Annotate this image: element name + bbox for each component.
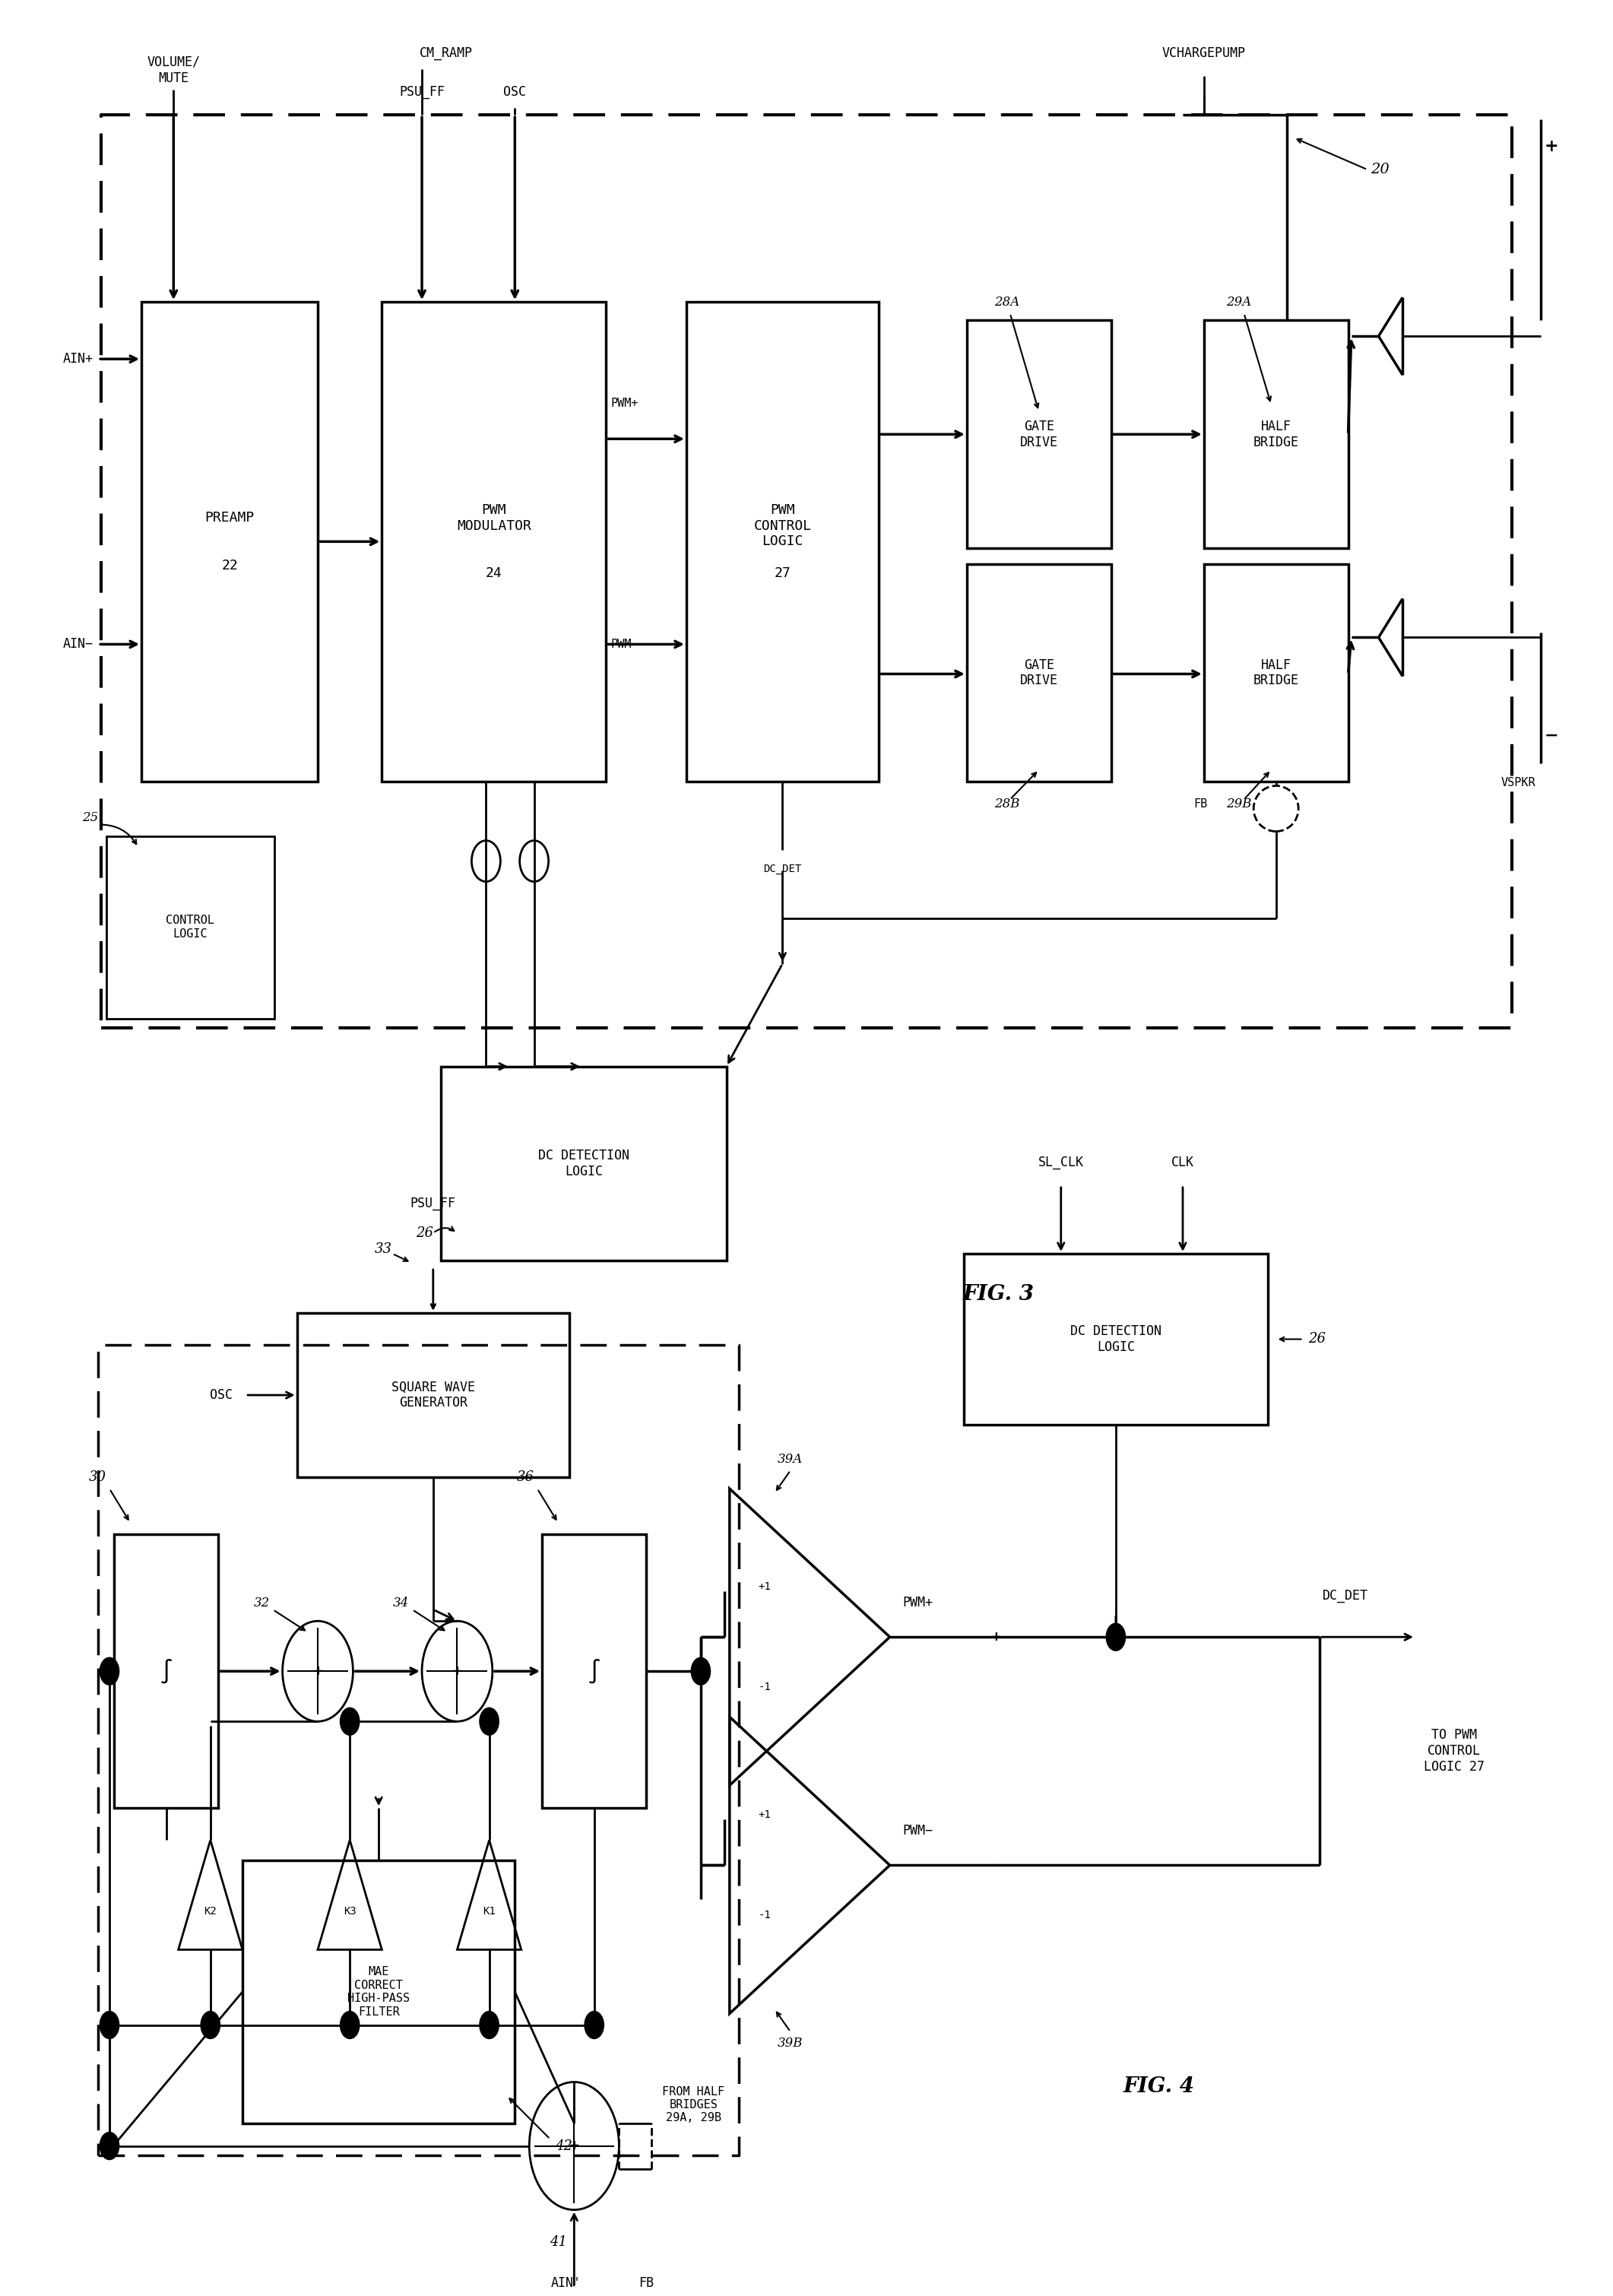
Bar: [242, 1860, 515, 2124]
Bar: [382, 303, 606, 781]
Circle shape: [100, 2133, 119, 2161]
Text: HALF
BRIDGE: HALF BRIDGE: [1253, 659, 1298, 687]
Bar: [440, 1065, 726, 1261]
Text: K3: K3: [344, 1906, 356, 1917]
Text: 39B: 39B: [777, 2037, 803, 2050]
Bar: [542, 1534, 647, 1809]
Bar: [1203, 319, 1348, 549]
Circle shape: [100, 2011, 119, 2039]
Text: +1: +1: [758, 1582, 771, 1591]
Text: 39A: 39A: [777, 1453, 803, 1465]
Text: AIN−: AIN−: [63, 638, 94, 652]
Text: SL_CLK: SL_CLK: [1039, 1155, 1084, 1169]
Text: +: +: [1545, 138, 1558, 156]
Text: 41: 41: [550, 2234, 566, 2248]
Text: GATE
DRIVE: GATE DRIVE: [1019, 420, 1058, 450]
Bar: [686, 303, 879, 781]
Text: CM_RAMP: CM_RAMP: [419, 46, 473, 60]
Text: −: −: [1545, 728, 1558, 744]
Text: SQUARE WAVE
GENERATOR: SQUARE WAVE GENERATOR: [392, 1380, 474, 1410]
Text: FIG. 3: FIG. 3: [963, 1283, 1034, 1304]
Text: OSC: OSC: [503, 85, 526, 99]
Text: 34: 34: [394, 1596, 410, 1609]
Bar: [106, 836, 274, 1019]
Text: VCHARGEPUMP: VCHARGEPUMP: [1161, 46, 1245, 60]
Text: K1: K1: [482, 1906, 495, 1917]
Text: 25: 25: [82, 810, 98, 824]
Text: TO PWM
CONTROL
LOGIC 27: TO PWM CONTROL LOGIC 27: [1423, 1729, 1484, 1775]
Text: VSPKR: VSPKR: [1502, 776, 1536, 788]
Text: PWM−: PWM−: [611, 638, 639, 650]
Circle shape: [479, 2011, 498, 2039]
Text: ∫: ∫: [587, 1658, 602, 1683]
Text: +: +: [453, 1665, 461, 1678]
Circle shape: [690, 1658, 710, 1685]
Text: PWM−: PWM−: [903, 1823, 932, 1837]
Text: 42: 42: [555, 2140, 573, 2154]
Text: ∫: ∫: [160, 1658, 173, 1683]
Text: PWM+: PWM+: [611, 397, 639, 409]
Text: 29B: 29B: [1226, 797, 1252, 810]
Circle shape: [340, 2011, 360, 2039]
Text: PWM
CONTROL
LOGIC

27: PWM CONTROL LOGIC 27: [753, 503, 811, 581]
Text: VOLUME/
MUTE: VOLUME/ MUTE: [147, 55, 200, 85]
Text: 20: 20: [1371, 163, 1389, 177]
Text: +: +: [313, 1665, 323, 1678]
Bar: [963, 1254, 1268, 1426]
Text: 32: 32: [253, 1596, 269, 1609]
Text: FROM HALF
BRIDGES
29A, 29B: FROM HALF BRIDGES 29A, 29B: [663, 2085, 724, 2124]
Circle shape: [200, 2011, 219, 2039]
Text: 26: 26: [1308, 1332, 1326, 1345]
Bar: [142, 303, 318, 781]
Text: PWM
MODULATOR


24: PWM MODULATOR 24: [456, 503, 531, 581]
Text: CONTROL
LOGIC: CONTROL LOGIC: [166, 914, 215, 939]
Text: K2: K2: [203, 1906, 216, 1917]
Text: FIG. 4: FIG. 4: [1123, 2076, 1195, 2096]
Text: FB: FB: [639, 2275, 653, 2289]
Text: +: +: [990, 1630, 1000, 1644]
Circle shape: [100, 1658, 119, 1685]
Text: AIN+: AIN+: [63, 351, 94, 365]
Text: −: −: [990, 1857, 1000, 1874]
Text: 28B: 28B: [994, 797, 1019, 810]
Circle shape: [584, 2011, 603, 2039]
Text: OSC: OSC: [210, 1389, 232, 1403]
Bar: [297, 1313, 569, 1476]
Text: CLK: CLK: [1171, 1155, 1194, 1169]
Text: GATE
DRIVE: GATE DRIVE: [1019, 659, 1058, 687]
Bar: [966, 565, 1111, 781]
Text: +1: +1: [758, 1809, 771, 1821]
Text: PSU_FF: PSU_FF: [410, 1196, 456, 1210]
Text: 26: 26: [416, 1226, 434, 1240]
Text: 29A: 29A: [1226, 296, 1252, 308]
Text: AIN': AIN': [552, 2275, 581, 2289]
Text: DC DETECTION
LOGIC: DC DETECTION LOGIC: [539, 1148, 629, 1178]
Text: 28A: 28A: [994, 296, 1019, 308]
Text: PREAMP


22: PREAMP 22: [205, 512, 255, 572]
Text: 36: 36: [516, 1469, 534, 1483]
Text: -1: -1: [758, 1910, 771, 1922]
Text: HALF
BRIDGE: HALF BRIDGE: [1253, 420, 1298, 450]
Text: 33: 33: [374, 1242, 392, 1256]
Text: MAE
CORRECT
HIGH-PASS
FILTER: MAE CORRECT HIGH-PASS FILTER: [347, 1965, 410, 2018]
Text: DC_DET: DC_DET: [763, 863, 802, 875]
Text: PSU_FF: PSU_FF: [398, 85, 445, 99]
Circle shape: [340, 1708, 360, 1736]
Circle shape: [479, 1708, 498, 1736]
Text: -1: -1: [758, 1683, 771, 1692]
Text: 30: 30: [89, 1469, 106, 1483]
Circle shape: [1107, 1623, 1126, 1651]
Text: DC_DET: DC_DET: [1323, 1589, 1368, 1603]
Text: +: +: [569, 2138, 579, 2154]
Bar: [115, 1534, 218, 1809]
Bar: [1203, 565, 1348, 781]
Text: DC DETECTION
LOGIC: DC DETECTION LOGIC: [1069, 1325, 1161, 1355]
Text: FB: FB: [1194, 799, 1207, 810]
Text: PWM+: PWM+: [903, 1596, 932, 1609]
Bar: [966, 319, 1111, 549]
